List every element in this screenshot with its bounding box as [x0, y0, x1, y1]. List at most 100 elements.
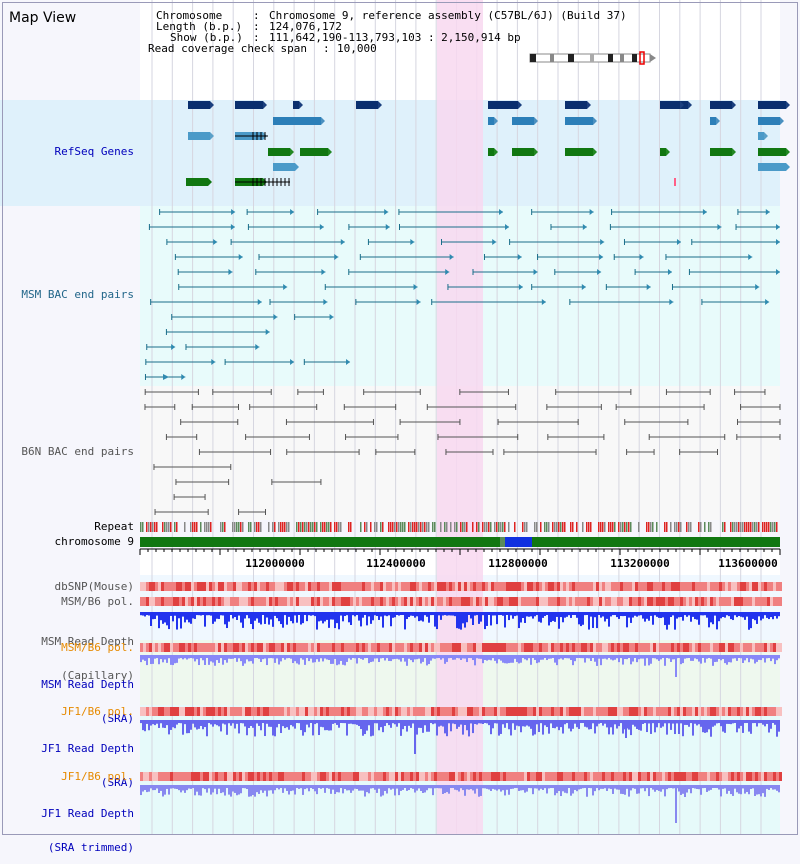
polymorphism-cell — [182, 772, 185, 781]
polymorphism-cell — [446, 707, 449, 716]
depth-bar — [516, 612, 518, 616]
polymorphism-cell — [218, 597, 221, 606]
track-label-msm-b6-pol[interactable]: MSM/B6 pol. — [61, 595, 134, 608]
track-label-jf1-depth-sra[interactable]: JF1 Read Depth (SRA) — [4, 721, 134, 799]
depth-bar — [626, 785, 628, 789]
depth-bar — [148, 655, 150, 659]
polymorphism-cell — [401, 643, 404, 652]
polymorphism-cell — [512, 707, 515, 716]
bac-end-marker — [257, 299, 262, 305]
polymorphism-cell — [617, 582, 620, 591]
repeat-element — [166, 522, 168, 532]
repeat-element — [400, 522, 402, 532]
track-label-jf1-b6-pol[interactable]: JF1/B6 pol. — [61, 705, 134, 718]
depth-bar — [512, 612, 514, 619]
depth-bar — [340, 655, 342, 661]
chromosome-ideogram[interactable] — [529, 51, 656, 65]
polymorphism-cell — [506, 582, 509, 591]
polymorphism-cell — [605, 772, 608, 781]
polymorphism-cell — [761, 582, 764, 591]
depth-spike — [414, 720, 416, 754]
repeat-element — [298, 522, 300, 532]
depth-bar — [626, 655, 628, 660]
depth-bar — [364, 612, 366, 616]
depth-bar — [710, 612, 712, 623]
polymorphism-cell — [425, 772, 428, 781]
depth-bar — [526, 655, 528, 661]
depth-bar — [208, 785, 210, 789]
depth-bar — [682, 720, 684, 737]
depth-bar — [464, 720, 466, 726]
polymorphism-cell — [536, 582, 539, 591]
track-label-jf1-b6-pol-trimmed[interactable]: JF1/B6 pol. — [61, 770, 134, 783]
depth-bar — [508, 785, 510, 795]
repeat-element — [444, 522, 446, 532]
track-label-b6n-bac[interactable]: B6N BAC end pairs — [21, 445, 134, 458]
repeat-element — [236, 522, 238, 532]
depth-bar — [746, 720, 748, 724]
polymorphism-cell — [362, 643, 365, 652]
polymorphism-cell — [452, 643, 455, 652]
polymorphism-cell — [677, 643, 680, 652]
polymorphism-cell — [689, 582, 692, 591]
depth-bar — [680, 785, 682, 795]
polymorphism-cell — [497, 597, 500, 606]
polymorphism-cell — [620, 707, 623, 716]
track-label-dbsnp[interactable]: dbSNP(Mouse) — [54, 580, 134, 593]
polymorphism-cell — [749, 597, 752, 606]
depth-bar — [166, 612, 168, 626]
polymorphism-cell — [653, 582, 656, 591]
gene-strand-arrow — [518, 101, 522, 109]
depth-bar — [306, 785, 308, 789]
depth-bar — [510, 655, 512, 663]
track-label-msm-bac[interactable]: MSM BAC end pairs — [21, 288, 134, 301]
depth-bar — [378, 785, 380, 789]
polymorphism-cell — [278, 707, 281, 716]
polymorphism-cell — [569, 707, 572, 716]
depth-bar — [636, 785, 638, 794]
ideogram-band — [568, 54, 574, 62]
repeat-element — [590, 522, 592, 532]
track-label-msm-b6-pol-sra[interactable]: MSM/B6 pol. — [61, 641, 134, 654]
depth-bar — [142, 785, 144, 792]
depth-bar — [692, 655, 694, 661]
polymorphism-cell — [269, 643, 272, 652]
polymorphism-cell — [221, 597, 224, 606]
polymorphism-cell — [428, 643, 431, 652]
depth-bar — [350, 785, 352, 793]
track-label-msm-depth-capillary[interactable]: MSM Read Depth (Capillary) — [4, 614, 134, 692]
depth-bar — [418, 785, 420, 789]
polymorphism-cell — [467, 707, 470, 716]
ruler-tick-label: 112000000 — [245, 557, 305, 570]
bac-end-marker — [765, 209, 770, 215]
track-label-repeat[interactable]: Repeat — [94, 520, 134, 533]
polymorphism-cell — [560, 597, 563, 606]
track-label-refseq[interactable]: RefSeq Genes — [54, 145, 134, 158]
polymorphism-cell — [554, 582, 557, 591]
polymorphism-cell — [314, 597, 317, 606]
polymorphism-cell — [533, 582, 536, 591]
depth-bar — [632, 720, 634, 725]
polymorphism-cell — [179, 707, 182, 716]
polymorphism-cell — [671, 597, 674, 606]
depth-bar — [566, 655, 568, 659]
polymorphism-cell — [602, 643, 605, 652]
depth-bar — [484, 720, 486, 724]
repeat-element — [360, 522, 362, 532]
depth-bar — [658, 785, 660, 791]
depth-bar — [198, 785, 200, 796]
depth-bar — [298, 612, 300, 616]
depth-bar — [248, 612, 250, 619]
depth-bar — [538, 785, 540, 791]
repeat-element — [278, 522, 280, 532]
polymorphism-cell — [740, 643, 743, 652]
polymorphism-cell — [590, 582, 593, 591]
track-label-msm-depth-sra[interactable]: MSM Read Depth (SRA) — [4, 657, 134, 735]
polymorphism-cell — [593, 582, 596, 591]
polymorphism-cell — [206, 772, 209, 781]
depth-bar — [562, 720, 564, 734]
depth-bar — [176, 612, 178, 630]
track-label-jf1-depth-trimmed[interactable]: JF1 Read Depth (SRA trimmed) — [4, 786, 134, 864]
polymorphism-cell — [695, 597, 698, 606]
selection-highlight[interactable] — [437, 0, 483, 835]
